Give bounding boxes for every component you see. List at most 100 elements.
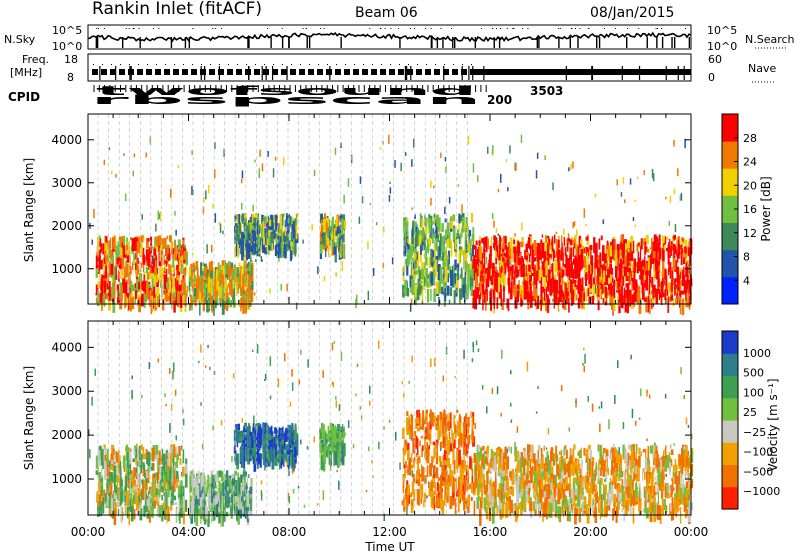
velocity-scatter xyxy=(169,368,171,374)
power-scatter xyxy=(598,265,600,269)
power-cell xyxy=(512,264,514,274)
power-cell xyxy=(244,218,247,231)
power-cell xyxy=(673,252,675,258)
power-cell xyxy=(341,218,343,235)
power-cell xyxy=(156,280,159,288)
nsky-tick-bottom: 10^0 xyxy=(52,40,82,53)
power-cell xyxy=(419,234,422,245)
power-cell xyxy=(627,272,630,277)
power-cell xyxy=(501,265,503,273)
power-cell xyxy=(177,245,180,256)
velocity-cell xyxy=(440,461,442,467)
power-cell xyxy=(559,254,562,259)
power-cell xyxy=(588,264,591,275)
velocity-scatter xyxy=(131,395,133,400)
power-cell xyxy=(125,244,127,258)
velocity-cell xyxy=(143,464,146,478)
power-cell xyxy=(168,280,172,297)
power-cell xyxy=(650,253,652,269)
power-cell xyxy=(676,254,680,259)
power-scatter xyxy=(505,158,508,162)
freq-step xyxy=(200,69,206,75)
power-cell xyxy=(294,241,297,257)
power-cell xyxy=(227,265,230,275)
velocity-scatter xyxy=(516,426,519,433)
power-cell xyxy=(549,269,552,282)
velocity-cell xyxy=(253,455,255,472)
power-cell xyxy=(598,297,600,301)
power-scatter xyxy=(570,164,572,170)
nsearch-dot xyxy=(638,28,640,29)
power-scatter xyxy=(411,207,413,211)
power-cell xyxy=(613,292,616,298)
nsearch-dot xyxy=(579,28,581,29)
power-cell xyxy=(604,286,607,294)
nsearch-dot xyxy=(384,28,386,29)
velocity-cell xyxy=(182,485,185,501)
velocity-cell xyxy=(291,452,294,467)
velocity-scatter xyxy=(322,490,325,500)
power-cell xyxy=(232,272,235,277)
power-cell xyxy=(98,250,101,262)
nave-dot xyxy=(381,64,382,65)
velocity-scatter xyxy=(680,367,682,375)
power-cell xyxy=(655,288,659,294)
velocity-scatter xyxy=(125,507,127,515)
velocity-scatter xyxy=(220,420,223,426)
power-cell xyxy=(279,230,282,239)
velocity-scatter xyxy=(89,449,91,459)
power-cell xyxy=(476,268,479,277)
power-cell xyxy=(596,259,599,276)
power-cell xyxy=(444,218,448,223)
power-cell xyxy=(275,233,277,238)
power-cell xyxy=(143,274,145,285)
velocity-scatter xyxy=(463,349,465,359)
power-cell xyxy=(664,236,667,245)
power-cell xyxy=(111,274,114,283)
power-cell xyxy=(177,239,181,250)
power-scatter xyxy=(286,283,288,292)
velocity-cell xyxy=(242,449,245,456)
velocity-cell xyxy=(444,486,447,500)
power-cell xyxy=(483,268,487,283)
nave-dot xyxy=(192,64,193,65)
velocity-cell xyxy=(269,427,272,434)
power-cell xyxy=(289,246,292,262)
power-scatter xyxy=(133,153,136,158)
power-cell xyxy=(510,266,513,276)
power-scatter xyxy=(218,221,221,226)
power-cell xyxy=(460,267,463,280)
power-cell xyxy=(153,248,156,256)
power-cell xyxy=(538,243,541,255)
velocity-cell xyxy=(333,438,336,449)
power-cell xyxy=(680,252,683,266)
power-cell xyxy=(326,222,328,233)
power-cell xyxy=(250,289,253,295)
nave-dot xyxy=(471,64,472,65)
power-cell xyxy=(688,241,691,252)
power-cell xyxy=(487,238,489,250)
velocity-cell xyxy=(252,427,255,440)
velocity-cell xyxy=(174,465,176,471)
power-cell xyxy=(490,275,494,285)
power-cell xyxy=(574,286,577,301)
power-cell xyxy=(200,279,204,296)
velocity-cell xyxy=(176,478,179,488)
power-cell xyxy=(124,293,126,309)
power-scatter xyxy=(259,149,261,157)
power-cell xyxy=(146,272,150,280)
velocity-scatter xyxy=(174,389,177,396)
velocity-scatter xyxy=(406,507,408,515)
nsky-frame xyxy=(87,24,692,50)
cpid-marks xyxy=(93,85,487,92)
power-cell xyxy=(586,252,589,267)
power-cell xyxy=(325,247,327,258)
power-scatter xyxy=(622,177,625,184)
power-cell xyxy=(155,243,158,253)
power-cell xyxy=(466,286,469,293)
power-cell xyxy=(654,288,657,298)
velocity-cell xyxy=(237,423,240,430)
velocity-cell xyxy=(173,476,176,493)
power-cell xyxy=(614,239,616,255)
nsearch-dot xyxy=(513,28,515,29)
